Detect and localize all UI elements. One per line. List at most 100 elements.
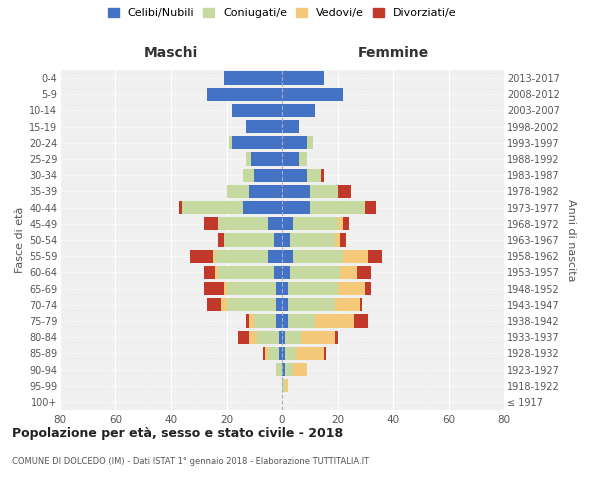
Bar	[218, 266, 274, 279]
Bar	[340, 234, 346, 246]
Bar	[287, 314, 316, 328]
Bar	[340, 266, 357, 279]
Bar	[316, 314, 354, 328]
Y-axis label: Anni di nascita: Anni di nascita	[566, 198, 577, 281]
Bar	[249, 314, 254, 328]
Bar	[310, 185, 337, 198]
Bar	[204, 266, 215, 279]
Bar	[337, 217, 343, 230]
Bar	[204, 217, 218, 230]
Bar	[368, 250, 382, 263]
Bar	[268, 346, 279, 360]
Bar	[227, 282, 277, 295]
Bar	[335, 234, 340, 246]
Bar	[232, 136, 282, 149]
Bar	[321, 168, 323, 182]
Bar	[243, 201, 282, 214]
Bar	[290, 266, 340, 279]
Bar	[290, 234, 335, 246]
Bar	[282, 136, 307, 149]
Bar	[277, 298, 282, 312]
Bar	[204, 282, 224, 295]
Y-axis label: Fasce di età: Fasce di età	[14, 207, 25, 273]
Bar	[277, 282, 282, 295]
Bar	[365, 282, 371, 295]
Bar	[227, 298, 277, 312]
Bar	[218, 217, 268, 230]
Bar	[299, 152, 307, 166]
Bar	[282, 298, 287, 312]
Bar	[268, 217, 282, 230]
Bar	[263, 346, 265, 360]
Bar	[251, 152, 282, 166]
Bar	[282, 363, 285, 376]
Bar	[249, 185, 282, 198]
Text: Femmine: Femmine	[358, 46, 428, 60]
Bar	[354, 314, 368, 328]
Bar	[282, 185, 310, 198]
Bar	[215, 250, 268, 263]
Bar	[224, 234, 274, 246]
Bar	[293, 217, 337, 230]
Text: Maschi: Maschi	[144, 46, 198, 60]
Bar	[265, 346, 268, 360]
Bar	[282, 346, 285, 360]
Bar	[224, 282, 227, 295]
Bar	[357, 266, 371, 279]
Bar	[249, 330, 257, 344]
Bar	[227, 185, 249, 198]
Bar	[179, 201, 182, 214]
Bar	[254, 168, 282, 182]
Bar	[365, 201, 376, 214]
Bar	[274, 234, 282, 246]
Bar	[285, 379, 287, 392]
Bar	[232, 104, 282, 117]
Bar	[282, 282, 287, 295]
Bar	[282, 168, 307, 182]
Bar	[277, 363, 282, 376]
Bar	[282, 72, 323, 85]
Bar	[335, 298, 360, 312]
Bar	[224, 72, 282, 85]
Bar	[279, 330, 282, 344]
Bar	[282, 234, 290, 246]
Bar	[296, 346, 323, 360]
Bar	[274, 266, 282, 279]
Bar	[268, 250, 282, 263]
Bar	[246, 314, 249, 328]
Legend: Celibi/Nubili, Coniugati/e, Vedovi/e, Divorziati/e: Celibi/Nubili, Coniugati/e, Vedovi/e, Di…	[107, 8, 457, 18]
Bar	[282, 330, 285, 344]
Bar	[310, 201, 365, 214]
Text: COMUNE DI DOLCEDO (IM) - Dati ISTAT 1° gennaio 2018 - Elaborazione TUTTITALIA.IT: COMUNE DI DOLCEDO (IM) - Dati ISTAT 1° g…	[12, 458, 369, 466]
Bar	[190, 250, 212, 263]
Bar	[207, 298, 221, 312]
Bar	[337, 185, 352, 198]
Bar	[246, 152, 251, 166]
Bar	[307, 168, 321, 182]
Bar	[282, 152, 299, 166]
Bar	[257, 330, 279, 344]
Bar	[293, 363, 307, 376]
Bar	[243, 168, 254, 182]
Bar	[335, 330, 337, 344]
Bar	[282, 266, 290, 279]
Bar	[360, 298, 362, 312]
Bar	[307, 136, 313, 149]
Bar	[282, 314, 287, 328]
Bar	[285, 330, 301, 344]
Bar	[207, 88, 282, 101]
Bar	[282, 104, 316, 117]
Bar	[285, 346, 296, 360]
Bar	[246, 120, 282, 134]
Bar	[285, 363, 293, 376]
Bar	[343, 250, 368, 263]
Text: Popolazione per età, sesso e stato civile - 2018: Popolazione per età, sesso e stato civil…	[12, 428, 343, 440]
Bar	[282, 120, 299, 134]
Bar	[212, 250, 215, 263]
Bar	[282, 379, 285, 392]
Bar	[282, 217, 293, 230]
Bar	[279, 346, 282, 360]
Bar	[337, 282, 365, 295]
Bar	[323, 346, 326, 360]
Bar	[229, 136, 232, 149]
